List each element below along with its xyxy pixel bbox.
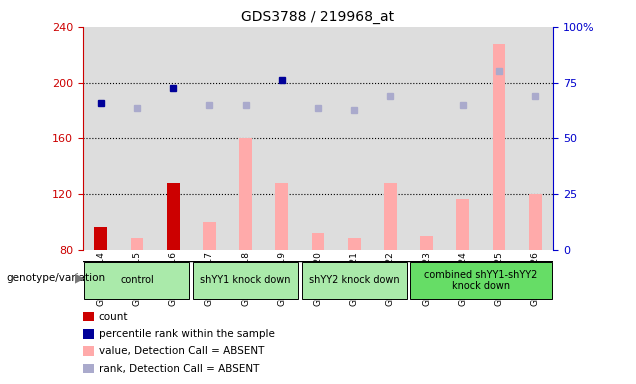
Text: value, Detection Call = ABSENT: value, Detection Call = ABSENT <box>99 346 264 356</box>
Bar <box>85 262 190 299</box>
Bar <box>95 227 107 250</box>
Bar <box>348 238 361 250</box>
Text: GDS3788 / 219968_at: GDS3788 / 219968_at <box>242 10 394 23</box>
Text: shYY1 knock down: shYY1 knock down <box>200 275 291 285</box>
Bar <box>529 194 542 250</box>
Bar <box>130 238 143 250</box>
Bar <box>275 183 288 250</box>
Bar <box>167 183 179 250</box>
Bar <box>312 233 324 250</box>
Bar <box>239 138 252 250</box>
Bar <box>193 262 298 299</box>
Text: shYY2 knock down: shYY2 knock down <box>309 275 399 285</box>
Text: combined shYY1-shYY2
knock down: combined shYY1-shYY2 knock down <box>424 270 537 291</box>
Text: control: control <box>120 275 154 285</box>
Text: genotype/variation: genotype/variation <box>6 273 106 283</box>
Text: count: count <box>99 312 128 322</box>
Text: rank, Detection Call = ABSENT: rank, Detection Call = ABSENT <box>99 364 259 374</box>
Text: ▶: ▶ <box>75 272 85 285</box>
Bar <box>301 262 406 299</box>
Bar <box>410 262 551 299</box>
Bar <box>384 183 397 250</box>
Bar <box>493 43 506 250</box>
Text: percentile rank within the sample: percentile rank within the sample <box>99 329 275 339</box>
Bar <box>457 200 469 250</box>
Bar <box>420 236 433 250</box>
Bar <box>203 222 216 250</box>
